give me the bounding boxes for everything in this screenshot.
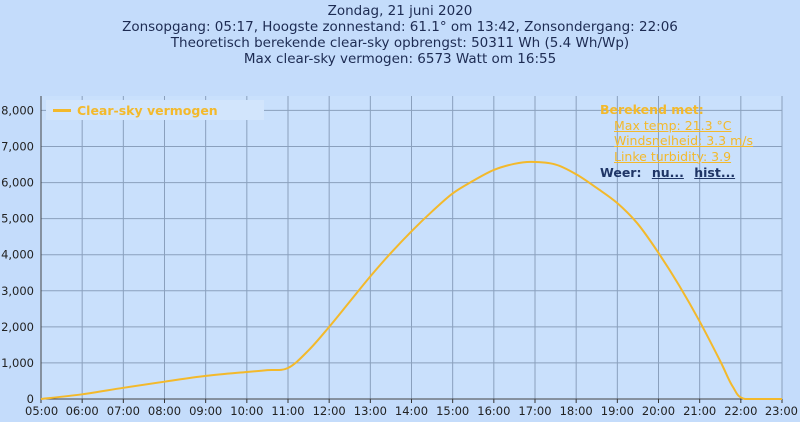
x-tick-label: 08:00 [148,404,181,418]
y-tick-label: 7,000 [1,140,34,154]
chart-header: Zondag, 21 juni 2020 Zonsopgang: 05:17, … [0,3,800,67]
weather-now-link[interactable]: nu... [651,165,684,180]
y-tick-label: 4,000 [1,248,34,262]
y-tick-label: 8,000 [1,103,34,117]
theoretical-yield: Theoretisch berekende clear-sky opbrengs… [170,35,630,51]
x-tick-label: 10:00 [230,404,263,418]
x-tick-label: 23:00 [765,404,798,418]
x-tick-label: 18:00 [560,404,593,418]
x-tick-label: 06:00 [66,404,99,418]
legend[interactable]: Clear-sky vermogen [46,100,264,120]
info-title: Berekend met: [600,102,704,117]
sun-times: Zonsopgang: 05:17, Hoogste zonnestand: 6… [122,19,678,35]
weather-links: Weer: nu... hist... [600,165,780,181]
x-tick-label: 09:00 [189,404,222,418]
calculation-info: Berekend met: Max temp: 21.3 °C Windsnel… [600,102,780,181]
info-max-temp[interactable]: Max temp: 21.3 °C [614,117,732,133]
max-power: Max clear-sky vermogen: 6573 Watt om 16:… [243,51,557,67]
clear-sky-series-line [40,160,782,401]
y-tick-label: 2,000 [1,320,34,334]
weather-label: Weer: [600,165,642,180]
x-tick-label: 15:00 [436,404,469,418]
x-tick-label: 20:00 [642,404,675,418]
x-tick-label: 17:00 [518,404,551,418]
x-tick-label: 14:00 [395,404,428,418]
x-tick-label: 22:00 [724,404,757,418]
weather-history-link[interactable]: hist... [694,165,736,180]
y-tick-label: 6,000 [1,176,34,190]
x-tick-label: 19:00 [601,404,634,418]
info-wind-speed[interactable]: Windsnelheid: 3.3 m/s [614,133,753,148]
chart-date: Zondag, 21 juni 2020 [327,3,473,19]
y-tick-label: 1,000 [1,356,34,370]
y-tick-label: 3,000 [1,284,34,298]
x-tick-label: 11:00 [271,404,304,418]
y-tick-label: 0 [27,392,34,406]
x-tick-label: 13:00 [354,404,387,418]
x-tick-label: 21:00 [683,404,716,418]
x-tick-label: 16:00 [477,404,510,418]
info-linke-turbidity[interactable]: Linke turbidity: 3.9 [614,148,732,164]
x-tick-label: 07:00 [107,404,140,418]
legend-swatch [53,108,71,112]
legend-label: Clear-sky vermogen [77,102,218,118]
y-tick-label: 5,000 [1,212,34,226]
x-tick-label: 12:00 [313,404,346,418]
x-tick-label: 05:00 [25,404,58,418]
